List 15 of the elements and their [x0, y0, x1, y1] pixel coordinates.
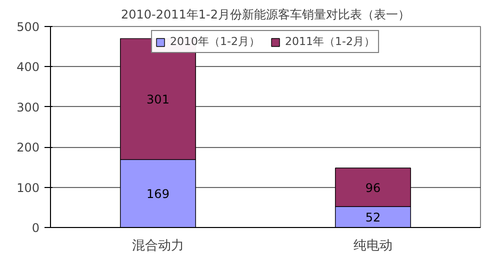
x-tick-label: 纯电动 — [354, 238, 392, 254]
data-label: 96 — [365, 180, 381, 195]
y-tick-label: 500 — [16, 20, 40, 34]
y-tick-label: 0 — [32, 221, 40, 235]
x-tick-label: 混合动力 — [132, 238, 184, 254]
chart-title: 2010-2011年1-2月份新能源客车销量对比表（表一） — [120, 8, 410, 22]
y-tick-label: 100 — [16, 180, 40, 195]
data-label: 169 — [146, 187, 170, 202]
y-tick-label: 200 — [16, 140, 40, 155]
y-tick-label: 300 — [16, 100, 40, 114]
legend-label: 2010年（1-2月） — [170, 34, 260, 49]
y-tick-label: 400 — [16, 60, 40, 74]
data-label: 301 — [146, 92, 170, 107]
data-label: 52 — [365, 210, 381, 225]
legend-label: 2011年（1-2月） — [285, 34, 375, 49]
